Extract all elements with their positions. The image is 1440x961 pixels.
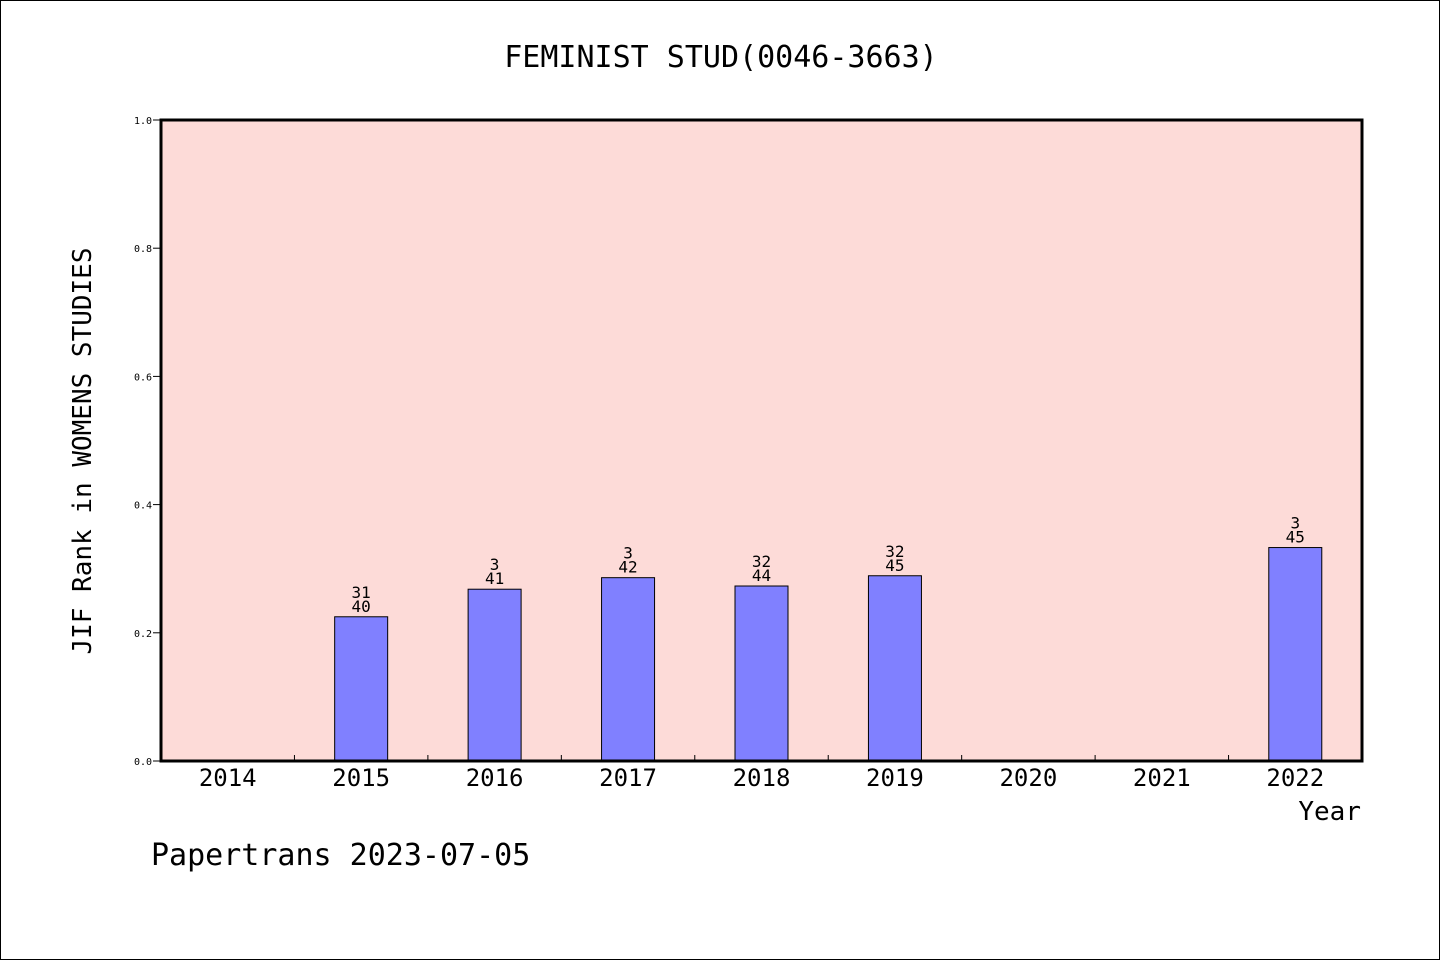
x-tick-label: 2022 xyxy=(1266,764,1324,792)
x-tick-label: 2016 xyxy=(466,764,524,792)
bar-label-rank: 3 xyxy=(490,555,500,574)
bar-2017 xyxy=(601,577,656,762)
bar-label-rank: 3 xyxy=(1290,514,1300,533)
y-tick-label: 0.4 xyxy=(134,501,152,512)
x-tick-label: 2014 xyxy=(199,764,257,792)
x-tick-label: 2021 xyxy=(1133,764,1191,792)
y-tick-label: 0.6 xyxy=(134,372,152,383)
bar-2019 xyxy=(867,575,922,762)
bar-label-rank: 32 xyxy=(885,542,904,561)
bar-label-total: 41 xyxy=(485,569,504,588)
bar-label-rank: 31 xyxy=(352,583,371,602)
plot-border xyxy=(159,118,1364,763)
x-tick-label: 2017 xyxy=(599,764,657,792)
bar-2016 xyxy=(467,588,522,762)
bar-label-total: 42 xyxy=(618,558,637,577)
y-tick-label: 0.0 xyxy=(134,757,152,768)
x-tick-label: 2018 xyxy=(733,764,791,792)
x-tick-label: 2015 xyxy=(332,764,390,792)
bar-label-total: 44 xyxy=(752,566,771,585)
bar-label-rank: 32 xyxy=(752,552,771,571)
y-axis-title: JIF Rank in WOMENS STUDIES xyxy=(68,248,98,655)
y-tick-label: 0.2 xyxy=(134,629,152,640)
y-tick-label: 1.0 xyxy=(134,116,152,127)
bar-2022 xyxy=(1268,547,1323,762)
bar-label-rank: 3 xyxy=(623,544,633,563)
y-tick-label: 0.8 xyxy=(134,244,152,255)
x-tick-label: 2019 xyxy=(866,764,924,792)
y-axis: 0.0 0.2 0.4 0.6 0.8 1.0 xyxy=(134,116,161,768)
x-axis-title: Year xyxy=(1298,797,1361,827)
footer-note: Papertrans 2023-07-05 xyxy=(151,838,530,873)
bar-label-total: 40 xyxy=(352,597,371,616)
x-axis: 2014 2015 2016 2017 2018 2019 2020 2021 2022 xyxy=(199,755,1324,792)
bar-2015 xyxy=(334,616,389,762)
chart-title: FEMINIST STUD(0046-3663) xyxy=(504,40,937,75)
bar-label-total: 45 xyxy=(885,556,904,575)
bar-label-total: 45 xyxy=(1286,528,1305,547)
x-tick-label: 2020 xyxy=(999,764,1057,792)
bar-2018 xyxy=(734,585,789,762)
bars-group xyxy=(334,547,1323,762)
